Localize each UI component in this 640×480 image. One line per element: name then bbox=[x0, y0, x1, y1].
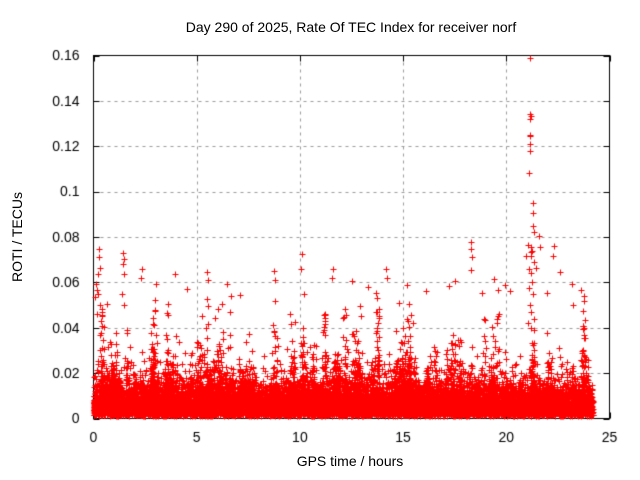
y-axis-label: ROTI / TECUs bbox=[9, 192, 25, 282]
x-axis-label: GPS time / hours bbox=[296, 453, 404, 469]
plot-title: Day 290 of 2025, Rate Of TEC Index for r… bbox=[185, 19, 517, 35]
